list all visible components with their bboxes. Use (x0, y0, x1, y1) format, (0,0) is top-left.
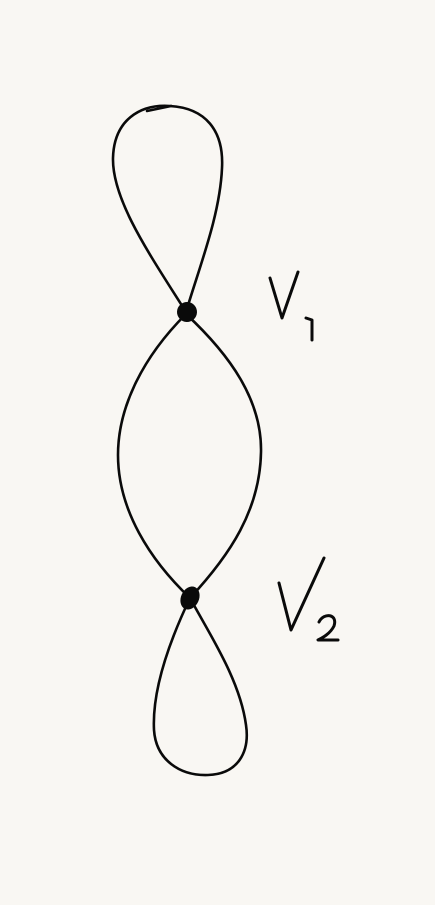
edge-v1-v2-right (184, 312, 263, 600)
loop-edge-v1 (111, 104, 224, 314)
vertex-v1 (177, 302, 197, 322)
vertex-label-v2 (277, 556, 340, 642)
vertex-label-v1 (268, 270, 314, 342)
vertex-v2 (180, 586, 200, 610)
loop-edge-v2 (152, 596, 249, 777)
loop-edge-v1-stroke-start (145, 104, 173, 113)
edge-v1-v2-left (116, 312, 192, 600)
